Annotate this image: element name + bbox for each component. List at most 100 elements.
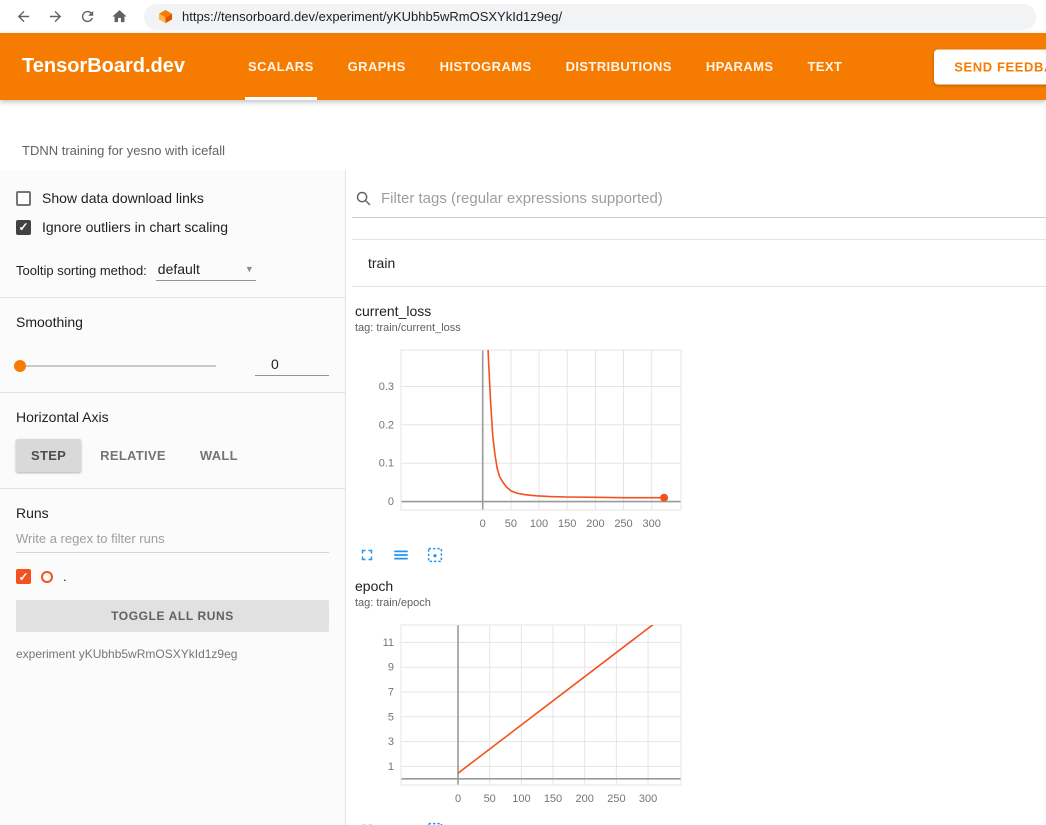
svg-text:100: 100 bbox=[512, 793, 530, 805]
run-color-icon[interactable] bbox=[41, 571, 53, 583]
content: Show data download links Ignore outliers… bbox=[0, 170, 1046, 825]
url-text: https://tensorboard.dev/experiment/yKUbh… bbox=[182, 9, 562, 24]
address-bar[interactable]: https://tensorboard.dev/experiment/yKUbh… bbox=[144, 4, 1036, 30]
settings-sidebar: Show data download links Ignore outliers… bbox=[0, 170, 346, 825]
svg-text:150: 150 bbox=[558, 518, 576, 530]
tab-text[interactable]: TEXT bbox=[790, 33, 859, 100]
show-download-checkbox[interactable] bbox=[16, 191, 31, 206]
svg-text:0.1: 0.1 bbox=[379, 458, 394, 470]
search-icon bbox=[355, 190, 372, 207]
browser-chrome: https://tensorboard.dev/experiment/yKUbh… bbox=[0, 0, 1046, 33]
send-feedback-button[interactable]: SEND FEEDBACK bbox=[934, 49, 1046, 84]
refresh-icon bbox=[79, 8, 96, 25]
relative-button[interactable]: RELATIVE bbox=[85, 439, 181, 472]
tooltip-sorting-select[interactable]: default ▼ bbox=[156, 261, 256, 281]
smoothing-value: 0 bbox=[255, 356, 329, 376]
svg-text:50: 50 bbox=[484, 793, 496, 805]
experiment-name: experiment yKUbhb5wRmOSXYkId1z9eg bbox=[16, 647, 329, 661]
tab-scalars[interactable]: SCALARS bbox=[231, 33, 331, 100]
step-button[interactable]: STEP bbox=[16, 439, 81, 472]
runs-label: Runs bbox=[16, 505, 329, 521]
chart-plot-current-loss[interactable]: 05010015020025030000.10.20.3 bbox=[355, 344, 700, 541]
runs-table-icon[interactable] bbox=[391, 820, 410, 825]
chevron-down-icon: ▼ bbox=[245, 264, 254, 274]
experiment-bar: TDNN training for yesno with icefall bbox=[0, 100, 1046, 170]
run-list-item[interactable]: . bbox=[16, 569, 329, 584]
svg-text:50: 50 bbox=[505, 518, 517, 530]
divider bbox=[0, 392, 345, 393]
browser-back-button[interactable] bbox=[10, 4, 36, 30]
toggle-all-runs-button[interactable]: TOGGLE ALL RUNS bbox=[16, 600, 329, 632]
tooltip-sorting-row: Tooltip sorting method: default ▼ bbox=[16, 261, 329, 281]
run-checkbox[interactable] bbox=[16, 569, 31, 584]
svg-text:100: 100 bbox=[530, 518, 548, 530]
fit-domain-icon[interactable] bbox=[425, 820, 444, 825]
chart-toolbar bbox=[355, 545, 700, 564]
chart-tag: tag: train/current_loss bbox=[355, 322, 700, 334]
svg-text:200: 200 bbox=[586, 518, 604, 530]
tab-graphs[interactable]: GRAPHS bbox=[331, 33, 423, 100]
expand-card-icon[interactable] bbox=[357, 820, 376, 825]
tag-filter-input[interactable] bbox=[381, 190, 1046, 207]
site-favicon bbox=[158, 9, 173, 24]
chart-toolbar bbox=[355, 820, 700, 825]
svg-text:9: 9 bbox=[388, 662, 394, 674]
smoothing-slider[interactable] bbox=[16, 365, 216, 367]
runs-table-icon[interactable] bbox=[391, 545, 410, 564]
tag-group-header[interactable]: train bbox=[352, 240, 1046, 287]
svg-text:0: 0 bbox=[388, 496, 394, 508]
chart-title: current_loss bbox=[355, 303, 700, 319]
chart-card-current-loss: current_loss tag: train/current_loss 0 50… bbox=[355, 303, 700, 564]
chart-title: epoch bbox=[355, 578, 700, 594]
horizontal-axis-buttons: STEP RELATIVE WALL bbox=[16, 439, 329, 472]
tooltip-sorting-label: Tooltip sorting method: bbox=[16, 263, 147, 281]
chart-tag: tag: train/epoch bbox=[355, 597, 700, 609]
svg-text:11: 11 bbox=[383, 637, 394, 649]
svg-text:1: 1 bbox=[388, 761, 394, 773]
chart-plot-epoch[interactable]: 0 50 100 150 200 250 300 1 3 5 7 9 11 bbox=[355, 619, 700, 816]
divider bbox=[0, 488, 345, 489]
smoothing-slider-row: 0 bbox=[16, 356, 329, 376]
runs-filter-input[interactable] bbox=[16, 521, 329, 553]
home-icon bbox=[111, 8, 128, 25]
ignore-outliers-row[interactable]: Ignore outliers in chart scaling bbox=[16, 219, 329, 235]
show-download-row[interactable]: Show data download links bbox=[16, 190, 329, 206]
browser-forward-button[interactable] bbox=[42, 4, 68, 30]
smoothing-slider-thumb[interactable] bbox=[14, 360, 26, 372]
svg-text:200: 200 bbox=[576, 793, 594, 805]
nav-tabs: SCALARS GRAPHS HISTOGRAMS DISTRIBUTIONS … bbox=[231, 33, 859, 100]
browser-refresh-button[interactable] bbox=[74, 4, 100, 30]
svg-text:5: 5 bbox=[388, 711, 394, 723]
show-download-label: Show data download links bbox=[42, 190, 204, 206]
ignore-outliers-checkbox[interactable] bbox=[16, 220, 31, 235]
tab-histograms[interactable]: HISTOGRAMS bbox=[423, 33, 549, 100]
fit-domain-icon[interactable] bbox=[425, 545, 444, 564]
wall-button[interactable]: WALL bbox=[185, 439, 253, 472]
horizontal-axis-label: Horizontal Axis bbox=[16, 409, 329, 425]
tag-group-train: train current_loss tag: train/current_lo… bbox=[352, 239, 1046, 825]
main-panel: train current_loss tag: train/current_lo… bbox=[346, 170, 1046, 825]
svg-text:300: 300 bbox=[639, 793, 657, 805]
svg-text:250: 250 bbox=[614, 518, 632, 530]
svg-text:150: 150 bbox=[544, 793, 562, 805]
tab-hparams[interactable]: HPARAMS bbox=[689, 33, 791, 100]
tag-filter-row bbox=[352, 184, 1046, 218]
tab-distributions[interactable]: DISTRIBUTIONS bbox=[549, 33, 689, 100]
browser-home-button[interactable] bbox=[106, 4, 132, 30]
svg-text:7: 7 bbox=[388, 687, 394, 699]
app-header: TensorBoard.dev SCALARS GRAPHS HISTOGRAM… bbox=[0, 33, 1046, 100]
smoothing-label: Smoothing bbox=[16, 314, 329, 330]
svg-text:0: 0 bbox=[455, 793, 461, 805]
charts-grid: current_loss tag: train/current_loss 050… bbox=[352, 287, 1046, 825]
svg-text:250: 250 bbox=[607, 793, 625, 805]
forward-arrow-icon bbox=[47, 8, 64, 25]
app-logo: TensorBoard.dev bbox=[22, 55, 185, 78]
svg-text:0.2: 0.2 bbox=[379, 419, 394, 431]
svg-text:0.3: 0.3 bbox=[379, 381, 394, 393]
expand-card-icon[interactable] bbox=[357, 545, 376, 564]
screen: https://tensorboard.dev/experiment/yKUbh… bbox=[0, 0, 1046, 825]
back-arrow-icon bbox=[15, 8, 32, 25]
svg-text:3: 3 bbox=[388, 736, 394, 748]
run-name: . bbox=[63, 569, 67, 584]
ignore-outliers-label: Ignore outliers in chart scaling bbox=[42, 219, 228, 235]
